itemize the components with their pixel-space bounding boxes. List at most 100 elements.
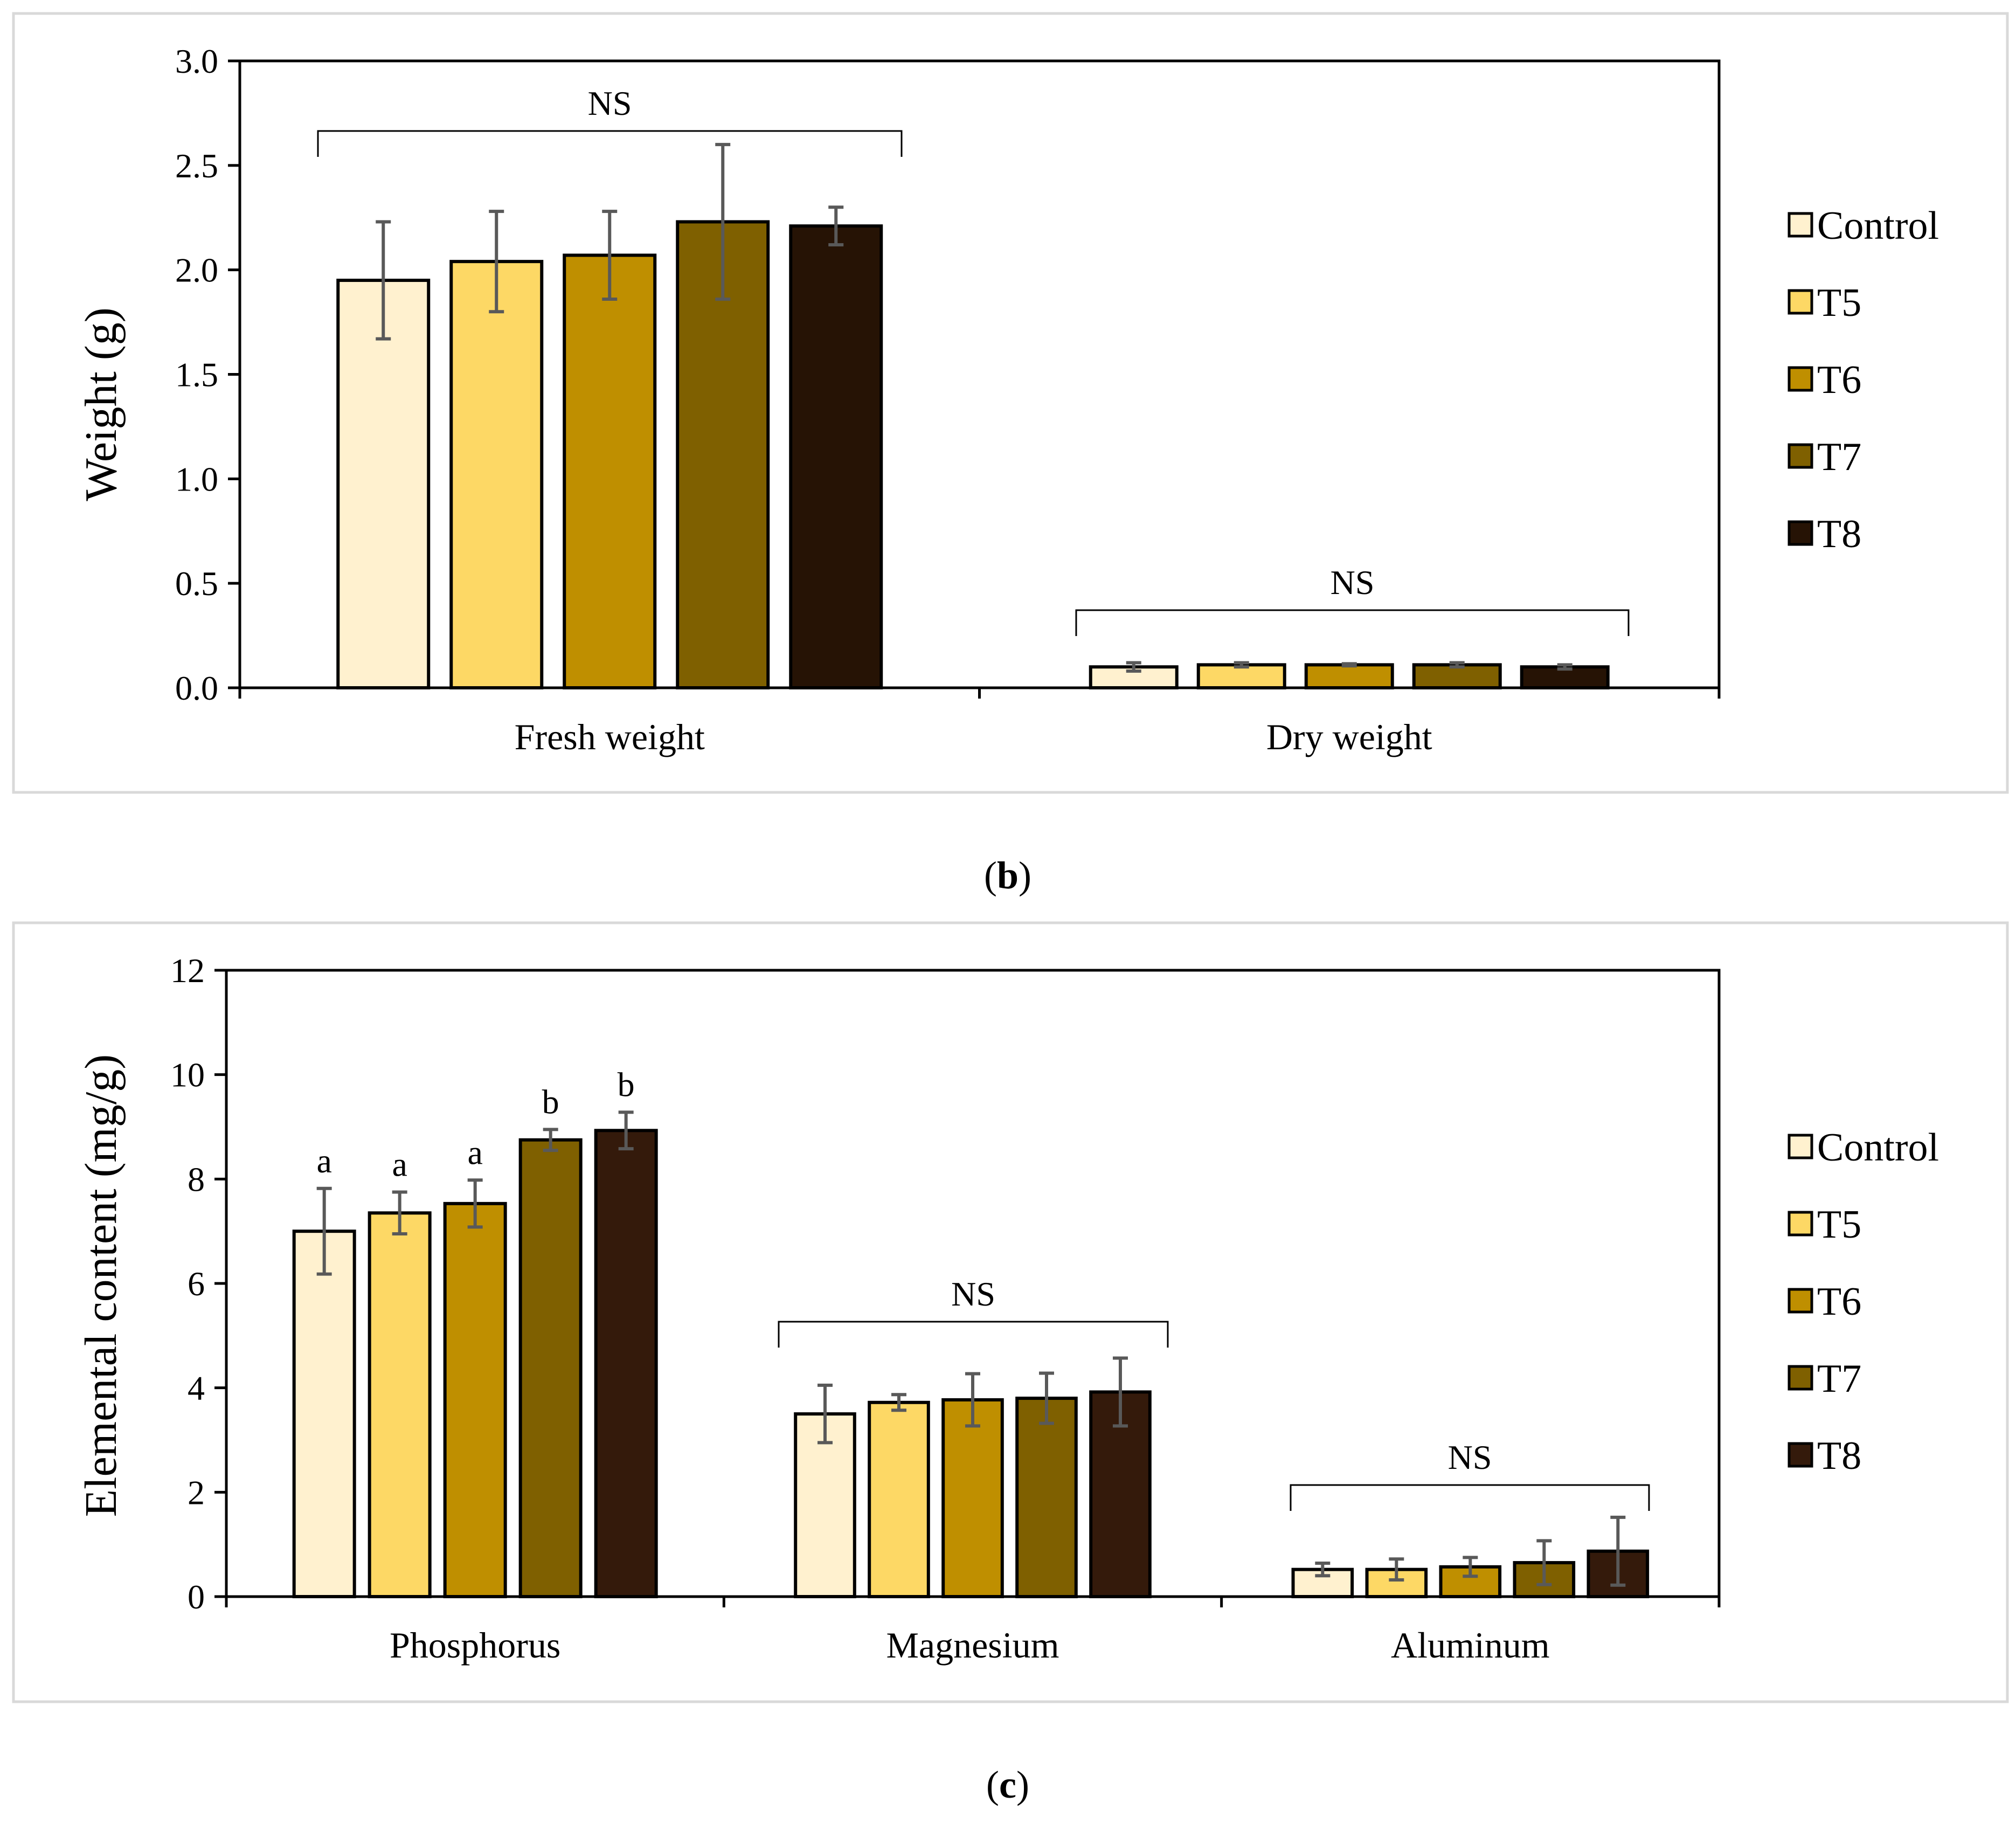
panel-c-significance-letter: a: [467, 1133, 482, 1171]
panel-b-legend-swatch-t6: [1788, 366, 1813, 392]
panel-c-error-bar-phosphorus-t6: [467, 1178, 483, 1229]
panel-c-legend-swatch-t8: [1788, 1442, 1813, 1468]
panel-c-legend-swatch-t6: [1788, 1288, 1813, 1314]
panel-c-error-bar-aluminum-t5: [1389, 1557, 1404, 1582]
panel-b-y-tick-label: 3.0: [175, 42, 218, 80]
panel-b-bar-fresh-weight-t8: [789, 224, 883, 689]
panel-c-y-axis-label: Elemental content (mg/g): [76, 1054, 126, 1517]
panel-c-y-tick-label: 10: [170, 1056, 205, 1094]
panel-c-error-bar-aluminum-t6: [1463, 1556, 1478, 1578]
panel-c-bar-phosphorus-t5: [368, 1211, 432, 1598]
panel-b-bar-dry-weight-t6: [1304, 663, 1394, 690]
panel-b-bar-dry-weight-t5: [1196, 663, 1286, 690]
panel-c-error-bar-magnesium-t8: [1113, 1356, 1128, 1428]
panel-c-legend-swatch-control: [1788, 1134, 1813, 1159]
panel-c-y-tick-label: 8: [188, 1160, 205, 1198]
panel-b-significance-bracket: [1075, 609, 1630, 636]
panel-b-plot: 0.0 0.5 1.0 1.5 2.0 2.5 3.0 Fresh weight NS Dry w…: [175, 42, 1721, 757]
panel-b-y-tick-label: 2.5: [175, 147, 218, 185]
panel-c-category-label-magnesium: Magnesium: [886, 1625, 1059, 1666]
panel-b-legend-label-t6: T6: [1817, 358, 1861, 402]
panel-c-bar-phosphorus-control: [292, 1230, 356, 1599]
panel-c-bar-magnesium-control: [794, 1412, 856, 1598]
panel-c-bar-phosphorus-t8: [594, 1129, 658, 1598]
panel-c-legend-label-t6: T6: [1817, 1280, 1861, 1324]
panel-c-significance-letter: b: [542, 1082, 559, 1121]
panel-b-legend-label-t8: T8: [1817, 512, 1861, 556]
panel-b-frame: [12, 12, 2009, 794]
panel-b-legend-swatch-t7: [1788, 443, 1813, 469]
panel-c-error-bar-phosphorus-t5: [392, 1190, 407, 1236]
panel-c-y-tick-label: 2: [188, 1473, 205, 1511]
panel-c-error-bar-phosphorus-control: [316, 1186, 332, 1276]
panel-b-category-label-dry-weight: Dry weight: [1266, 716, 1432, 757]
panel-c-legend-label-control: Control: [1817, 1125, 1939, 1170]
panel-b-bar-fresh-weight-control: [336, 279, 431, 689]
panel-b-legend-swatch-t5: [1788, 289, 1813, 315]
panel-c-bar-magnesium-t7: [1015, 1397, 1078, 1599]
panel-b-caption-letter: b: [997, 854, 1019, 897]
panel-c-legend-swatch-t5: [1788, 1211, 1813, 1237]
panel-c-bar-magnesium-t5: [868, 1400, 930, 1599]
panel-c-y-tick-label: 6: [188, 1265, 205, 1303]
panel-c-legend-swatch-t7: [1788, 1365, 1813, 1391]
panel-c-legend-label-t5: T5: [1817, 1203, 1861, 1247]
panel-c-category-label-phosphorus: Phosphorus: [390, 1625, 560, 1666]
panel-c-error-bar-magnesium-t6: [965, 1372, 980, 1428]
panel-b-error-bar-fresh-weight-control: [376, 220, 391, 341]
panel-b-significance-bracket: [317, 130, 903, 157]
panel-c-y-tick-label: 0: [188, 1578, 205, 1616]
panel-b-significance-label: NS: [588, 84, 632, 122]
panel-b-error-bar-fresh-weight-t8: [828, 205, 844, 247]
panel-b-legend-swatch-t8: [1788, 520, 1813, 546]
panel-b-bar-fresh-weight-t6: [563, 253, 657, 689]
panel-c-significance-letter: a: [392, 1145, 407, 1184]
panel-b-error-bar-dry-weight-t7: [1449, 661, 1465, 669]
panel-b-legend-swatch-control: [1788, 212, 1813, 238]
panel-c-bar-magnesium-t6: [941, 1398, 1004, 1598]
panel-c-error-bar-phosphorus-t7: [543, 1128, 558, 1152]
panel-c-caption-letter: c: [999, 1763, 1016, 1806]
panel-c-error-bar-magnesium-t5: [891, 1393, 906, 1412]
panel-c-error-bar-magnesium-control: [818, 1383, 833, 1445]
panel-c-significance-bracket: [778, 1321, 1169, 1348]
panel-c-significance-label: NS: [951, 1275, 995, 1313]
panel-c-legend-label-t7: T7: [1817, 1357, 1861, 1401]
panel-b: 0.0 0.5 1.0 1.5 2.0 2.5 3.0 Fresh weight NS Dry w…: [12, 12, 2009, 794]
panel-c-bar-phosphorus-t6: [443, 1201, 507, 1598]
panel-c-error-bar-magnesium-t7: [1039, 1371, 1054, 1425]
panel-c-error-bar-aluminum-t7: [1536, 1539, 1552, 1586]
panel-b-error-bar-fresh-weight-t7: [715, 143, 731, 301]
panel-c-significance-bracket: [1290, 1484, 1650, 1511]
panel-b-y-tick-label: 0.5: [175, 564, 218, 603]
panel-b-error-bar-dry-weight-t6: [1341, 662, 1357, 668]
panel-b-y-tick-label: 2.0: [175, 251, 218, 289]
panel-b-caption: (b): [984, 854, 1031, 897]
panel-c-plot: 0 2 4 6 8 10 12 Phosphorus a a a b b Magnesium NS Alumi…: [170, 951, 1721, 1666]
panel-c-legend: Control T5 T6 T7 T8: [1788, 1125, 1939, 1478]
panel-c-bar-aluminum-control: [1291, 1567, 1354, 1599]
panel-c-legend-label-t8: T8: [1817, 1434, 1861, 1478]
panel-b-error-bar-dry-weight-control: [1126, 661, 1141, 673]
panel-c-y-tick-label: 4: [188, 1369, 205, 1407]
panel-c-significance-letter: a: [316, 1142, 331, 1180]
panel-b-significance-label: NS: [1331, 563, 1375, 602]
panel-c-significance-letter: b: [618, 1065, 635, 1103]
panel-b-error-bar-fresh-weight-t5: [489, 210, 504, 314]
panel-c-error-bar-aluminum-t8: [1610, 1515, 1626, 1587]
panel-b-y-tick-label: 1.5: [175, 356, 218, 394]
panel-b-legend-label-t7: T7: [1817, 435, 1861, 479]
panel-b-error-bar-dry-weight-t5: [1234, 661, 1249, 669]
panel-b-error-bar-dry-weight-t8: [1557, 663, 1572, 671]
panel-c-bar-aluminum-t6: [1439, 1565, 1502, 1598]
panel-c-bar-phosphorus-t7: [518, 1138, 583, 1598]
panel-c-error-bar-aluminum-control: [1315, 1562, 1331, 1578]
panel-b-y-tick-label: 1.0: [175, 460, 218, 498]
panel-c-error-bar-phosphorus-t8: [618, 1110, 634, 1151]
panel-b-error-bar-fresh-weight-t6: [602, 210, 618, 301]
panel-c: 0 2 4 6 8 10 12 Phosphorus a a a b b Magnesium NS Alumi…: [12, 921, 2009, 1703]
panel-b-legend-label-control: Control: [1817, 204, 1939, 248]
panel-b-category-label-fresh-weight: Fresh weight: [515, 716, 705, 757]
panel-b-legend: Control T5 T6 T7 T8: [1788, 204, 1939, 556]
panel-b-bar-dry-weight-t7: [1412, 663, 1502, 690]
